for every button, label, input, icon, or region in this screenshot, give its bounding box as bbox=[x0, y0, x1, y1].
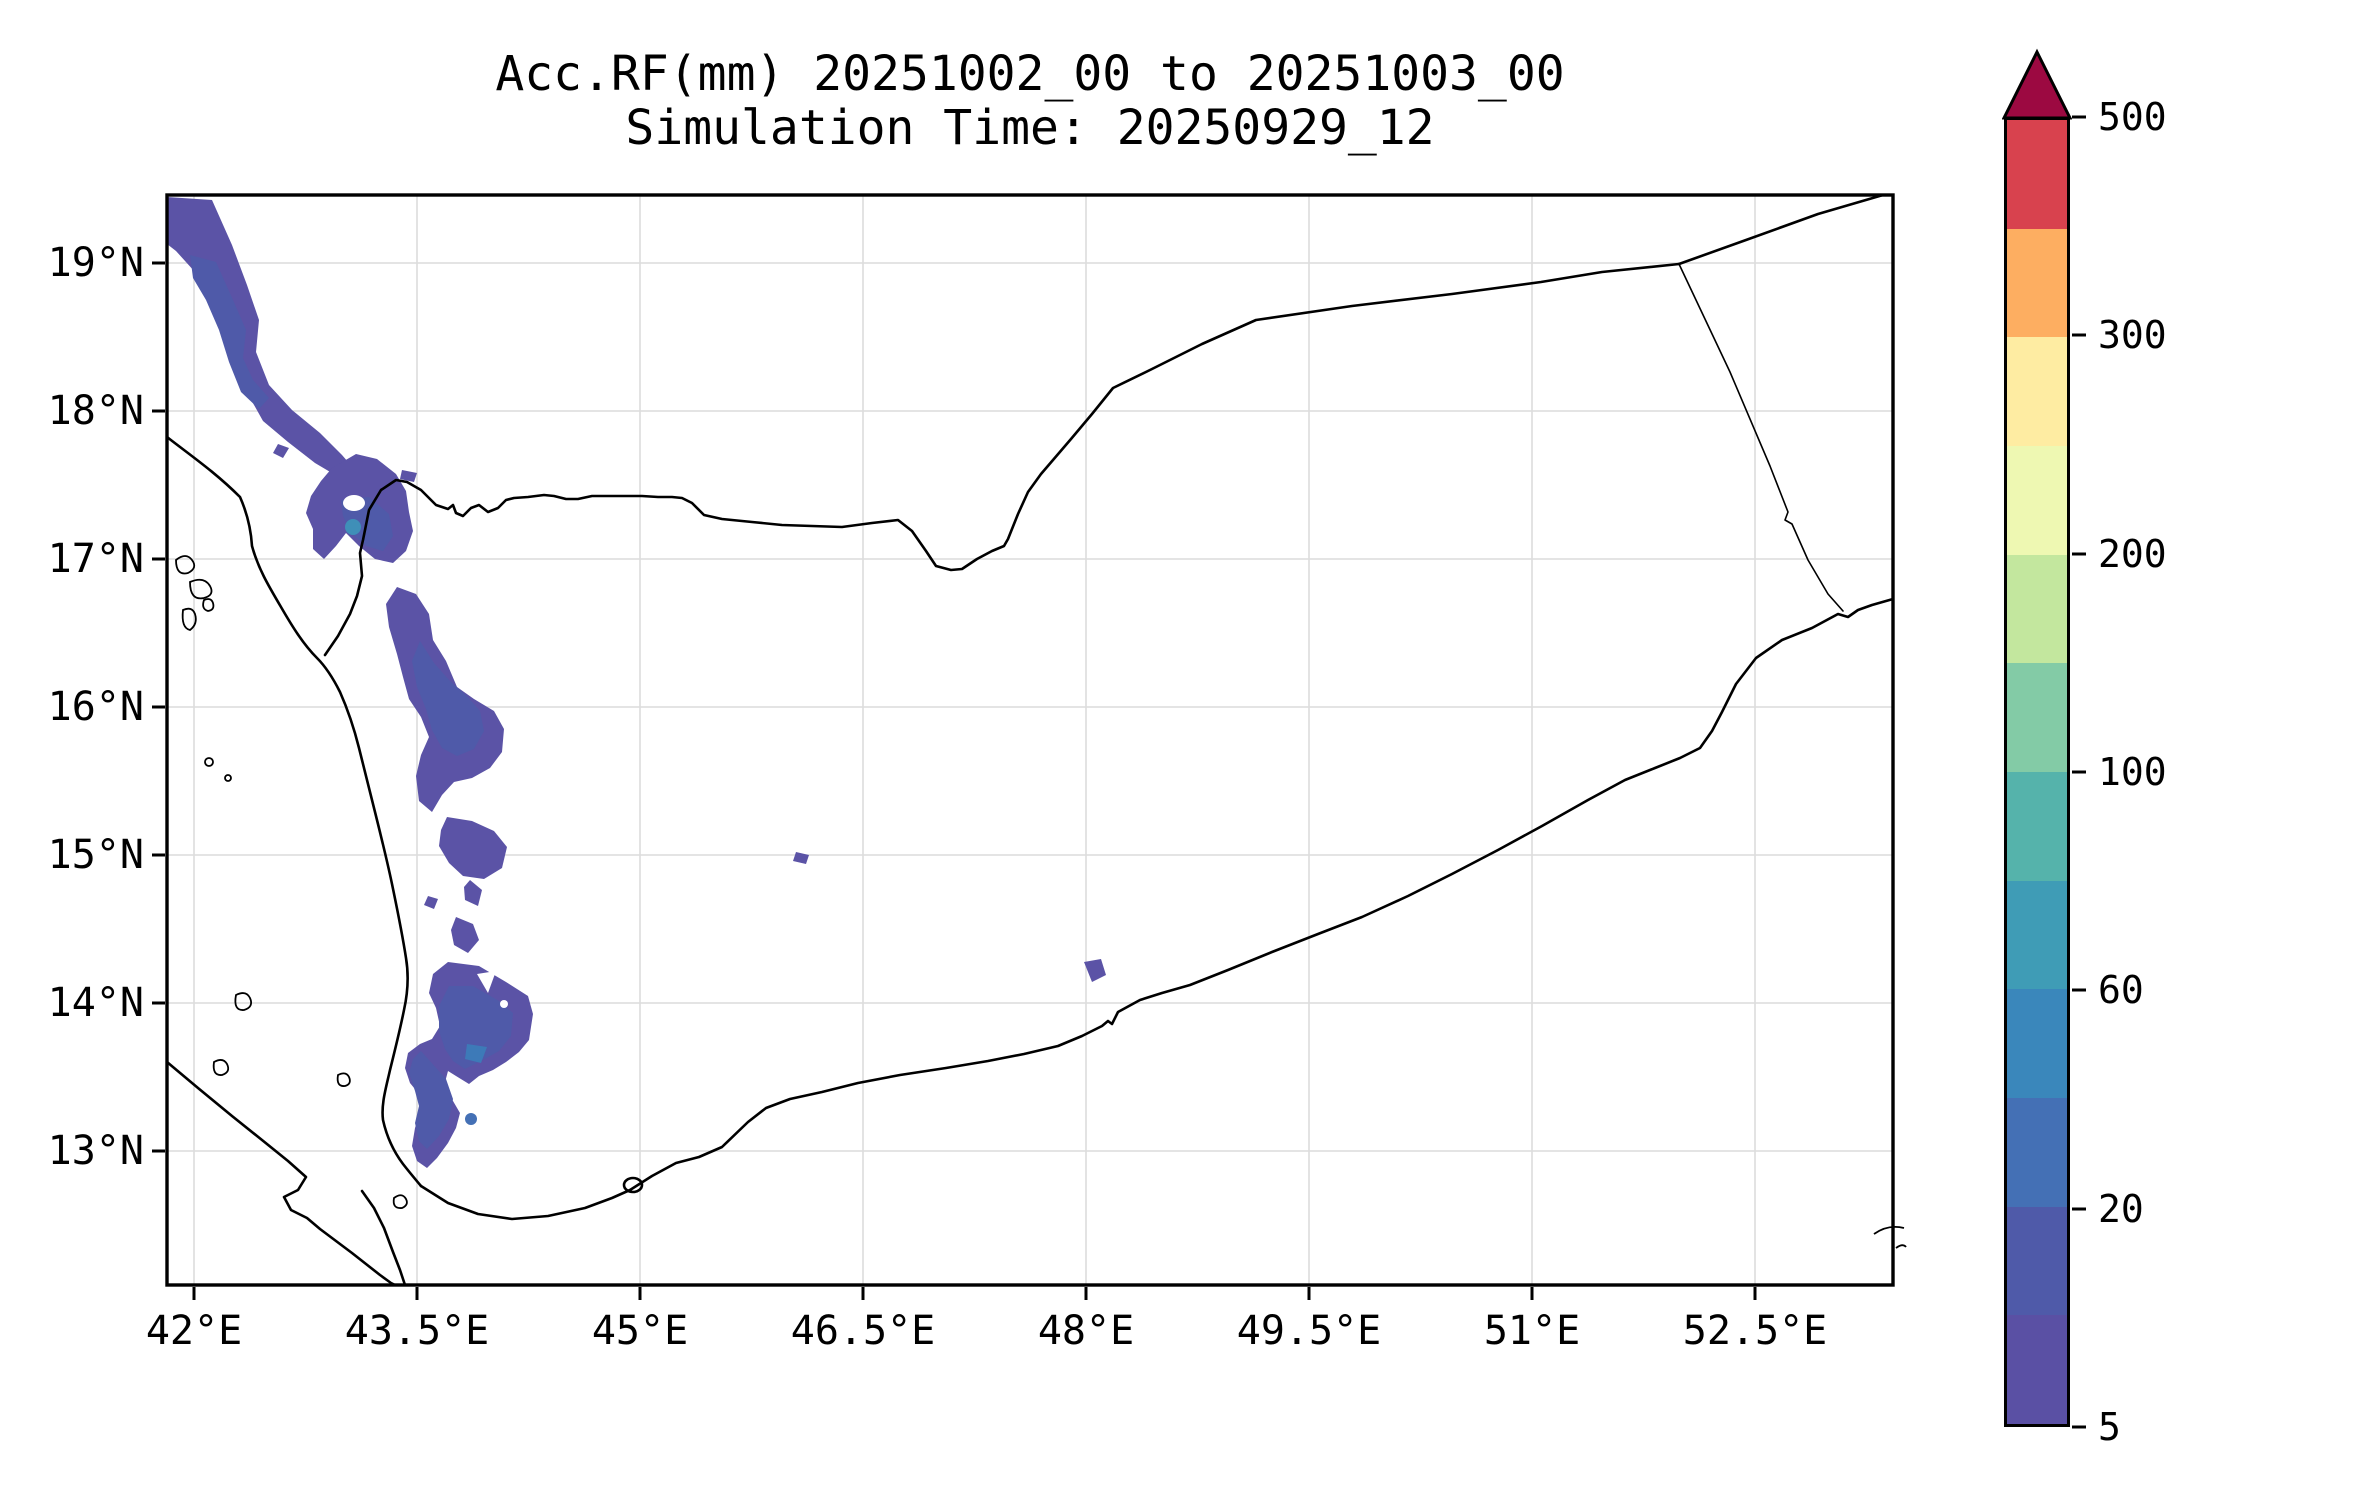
colorbar-segment-100-150 bbox=[2007, 663, 2067, 773]
graticule-grid bbox=[167, 195, 1893, 1285]
farasan-island bbox=[202, 598, 215, 612]
colorbar-tick-label: 20 bbox=[2098, 1187, 2144, 1231]
perim-island bbox=[392, 1194, 408, 1209]
farasan-island bbox=[189, 578, 213, 600]
figure-title: Acc.RF(mm) 20251002_00 to 20251003_00 bbox=[495, 46, 1565, 102]
y-tickmark bbox=[152, 1001, 165, 1005]
colorbar-segment-250-300 bbox=[2007, 337, 2067, 447]
figure-subtitle: Simulation Time: 20250929_12 bbox=[625, 100, 1435, 156]
colorbar-segment-60-80 bbox=[2007, 880, 2067, 990]
y-tickmark bbox=[152, 1149, 165, 1153]
colorbar-tick-label: 500 bbox=[2098, 95, 2167, 139]
x-tick-label: 45°E bbox=[591, 1308, 689, 1354]
map-frame bbox=[165, 193, 1895, 1287]
colorbar-arrow-triangle bbox=[2002, 48, 2072, 120]
yemen-oman-border bbox=[1678, 263, 1844, 612]
farasan-island bbox=[175, 555, 196, 575]
y-tick-label: 14°N bbox=[47, 980, 144, 1026]
colorbar-segment-150-200 bbox=[2007, 554, 2067, 664]
y-tick-label: 19°N bbox=[47, 240, 144, 286]
small-island bbox=[224, 774, 232, 782]
y-tick-label: 15°N bbox=[47, 832, 144, 878]
colorbar-tickmark bbox=[2072, 333, 2086, 337]
colorbar-tick-label: 5 bbox=[2098, 1405, 2121, 1449]
x-tick-label: 49.5°E bbox=[1236, 1308, 1382, 1354]
saudi-oman-border bbox=[1677, 193, 1885, 266]
small-island bbox=[204, 757, 214, 767]
x-tick-label: 48°E bbox=[1037, 1308, 1135, 1354]
colorbar bbox=[2004, 117, 2070, 1427]
colorbar-tickmark bbox=[2072, 552, 2086, 556]
colorbar-segment-200-250 bbox=[2007, 446, 2067, 555]
x-tick-label: 51°E bbox=[1483, 1308, 1581, 1354]
x-tickmark bbox=[1530, 1287, 1534, 1300]
colorbar-tick-label: 200 bbox=[2098, 532, 2167, 576]
y-tickmark bbox=[152, 705, 165, 709]
red-sea-coastline bbox=[165, 435, 423, 1188]
y-tickmark bbox=[152, 409, 165, 413]
x-tick-label: 42°E bbox=[145, 1308, 243, 1354]
x-tickmark bbox=[192, 1287, 196, 1300]
colorbar-segment-10-20 bbox=[2007, 1206, 2067, 1316]
rain-contour-maxima bbox=[345, 519, 487, 1125]
y-tickmark bbox=[152, 557, 165, 561]
y-tick-label: 18°N bbox=[47, 388, 144, 434]
aden-peninsula-outline bbox=[622, 1176, 644, 1194]
saudi-yemen-border bbox=[323, 262, 1681, 657]
colorbar-tick-label: 100 bbox=[2098, 750, 2167, 794]
colorbar-tickmark bbox=[2072, 988, 2086, 992]
zubair-island bbox=[234, 992, 253, 1011]
rain-contour-level10 bbox=[190, 255, 513, 1149]
colorbar-tick-label: 300 bbox=[2098, 313, 2167, 357]
y-tick-label: 16°N bbox=[47, 684, 144, 730]
colorbar-tick-label: 60 bbox=[2098, 968, 2144, 1012]
hanish-island bbox=[336, 1072, 351, 1087]
x-tickmark bbox=[861, 1287, 865, 1300]
x-tick-label: 52.5°E bbox=[1682, 1308, 1828, 1354]
colorbar-segment-300-400 bbox=[2007, 228, 2067, 338]
x-tick-label: 46.5°E bbox=[790, 1308, 936, 1354]
coast-fragment-bottom-right bbox=[1895, 1244, 1907, 1249]
islands-group bbox=[175, 555, 1907, 1249]
colorbar-segment-80-100 bbox=[2007, 772, 2067, 881]
african-coastline bbox=[165, 1060, 397, 1287]
farasan-island bbox=[181, 607, 197, 631]
colorbar-tickmark bbox=[2072, 1425, 2086, 1429]
colorbar-segment-5-10 bbox=[2007, 1315, 2067, 1425]
bab-el-mandeb-african-tip bbox=[360, 1189, 407, 1287]
colorbar-tickmark bbox=[2072, 770, 2086, 774]
x-tickmark bbox=[1307, 1287, 1311, 1300]
x-tick-label: 43.5°E bbox=[344, 1308, 490, 1354]
coast-fragment-bottom-right bbox=[1873, 1225, 1905, 1235]
colorbar-tickmark bbox=[2072, 1207, 2086, 1211]
colorbar-over-arrow bbox=[2002, 48, 2072, 120]
x-tickmark bbox=[638, 1287, 642, 1300]
x-tickmark bbox=[1084, 1287, 1088, 1300]
rain-contour-holes bbox=[343, 495, 508, 1008]
colorbar-tickmark bbox=[2072, 115, 2086, 119]
colorbar-segment-20-40 bbox=[2007, 1098, 2067, 1207]
x-tickmark bbox=[1753, 1287, 1757, 1300]
y-tick-label: 17°N bbox=[47, 536, 144, 582]
y-tick-label: 13°N bbox=[47, 1128, 144, 1174]
hanish-island bbox=[212, 1059, 230, 1076]
gulf-of-aden-coastline bbox=[419, 597, 1895, 1221]
x-tickmark bbox=[415, 1287, 419, 1300]
y-tickmark bbox=[152, 261, 165, 265]
rain-contour-level5 bbox=[167, 197, 1106, 1168]
y-tickmark bbox=[152, 853, 165, 857]
colorbar-segment-40-60 bbox=[2007, 989, 2067, 1099]
colorbar-segment-400-500 bbox=[2007, 120, 2067, 229]
